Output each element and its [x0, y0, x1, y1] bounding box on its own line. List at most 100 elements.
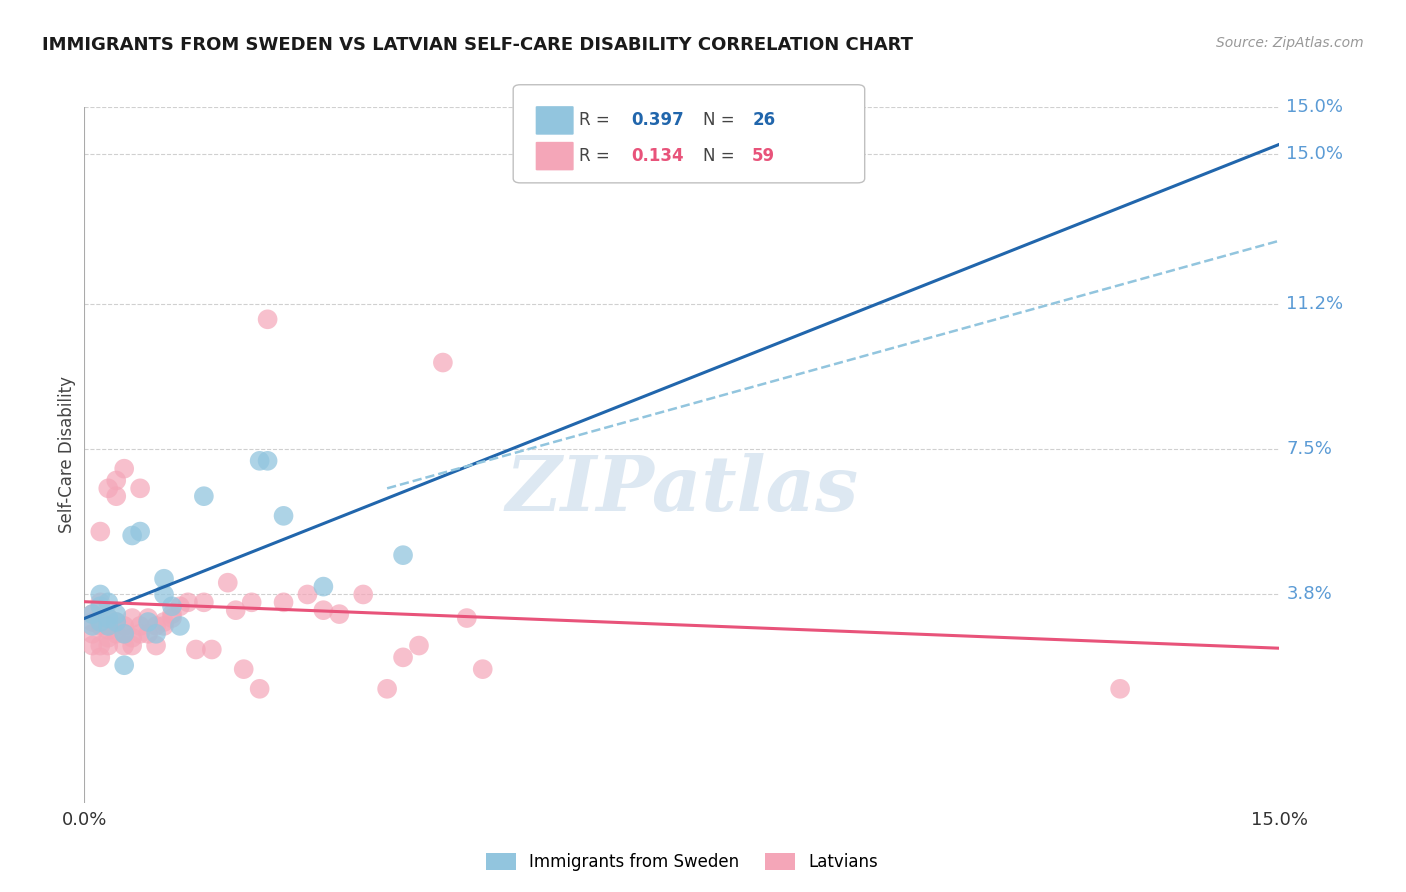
Point [160, 599, 183, 614]
Text: 7.5%: 7.5% [1286, 440, 1333, 458]
Point [177, 595, 200, 609]
Point [97, 619, 120, 633]
Point [392, 650, 415, 665]
Point [89, 595, 111, 609]
Point [153, 619, 176, 633]
Point [153, 572, 176, 586]
Point [153, 615, 176, 629]
Point [112, 658, 135, 673]
Point [145, 639, 167, 653]
Point [328, 607, 350, 621]
Point [256, 312, 278, 326]
Point [89, 587, 111, 601]
Point [169, 599, 191, 614]
Point [456, 611, 478, 625]
Point [201, 642, 224, 657]
Point [112, 461, 135, 475]
Point [145, 619, 167, 633]
Point [217, 575, 239, 590]
Point [89, 639, 111, 653]
Point [112, 639, 135, 653]
Point [375, 681, 398, 696]
Point [136, 611, 159, 625]
Point [97, 631, 120, 645]
Point [97, 611, 120, 625]
Point [89, 524, 111, 539]
Text: Source: ZipAtlas.com: Source: ZipAtlas.com [1216, 36, 1364, 50]
Point [89, 599, 111, 614]
Point [225, 603, 247, 617]
Point [249, 681, 271, 696]
Point [82, 615, 104, 629]
Point [273, 508, 295, 523]
Text: 0.397: 0.397 [631, 112, 685, 129]
Point [89, 619, 111, 633]
Point [1109, 681, 1132, 696]
Point [136, 627, 159, 641]
Point [169, 619, 191, 633]
Y-axis label: Self-Care Disability: Self-Care Disability [58, 376, 76, 533]
Point [193, 595, 215, 609]
Point [105, 607, 128, 621]
Point [112, 619, 135, 633]
Point [121, 611, 143, 625]
Point [232, 662, 254, 676]
Text: 0.134: 0.134 [631, 147, 683, 165]
Point [121, 528, 143, 542]
Point [105, 615, 128, 629]
Point [160, 607, 183, 621]
Point [129, 619, 152, 633]
Point [432, 355, 454, 369]
Point [193, 489, 215, 503]
Point [184, 642, 207, 657]
Text: 26: 26 [752, 112, 775, 129]
Point [136, 615, 159, 629]
Point [408, 639, 430, 653]
Point [112, 627, 135, 641]
Point [312, 603, 335, 617]
Point [82, 627, 104, 641]
Text: N =: N = [703, 112, 740, 129]
Point [105, 489, 128, 503]
Text: 3.8%: 3.8% [1286, 585, 1333, 604]
Point [392, 548, 415, 562]
Point [97, 481, 120, 495]
Point [89, 615, 111, 629]
Text: 15.0%: 15.0% [1286, 145, 1344, 163]
Text: ZIPatlas: ZIPatlas [505, 453, 859, 526]
Text: 59: 59 [752, 147, 775, 165]
Point [89, 650, 111, 665]
Point [105, 474, 128, 488]
Point [129, 524, 152, 539]
Point [97, 611, 120, 625]
Point [105, 627, 128, 641]
Point [312, 580, 335, 594]
Text: N =: N = [703, 147, 740, 165]
Point [145, 627, 167, 641]
Point [97, 595, 120, 609]
Point [97, 639, 120, 653]
Point [297, 587, 319, 601]
Point [112, 627, 135, 641]
Point [82, 639, 104, 653]
Point [129, 481, 152, 495]
Text: R =: R = [579, 147, 616, 165]
Point [256, 454, 278, 468]
Point [82, 607, 104, 621]
Point [249, 454, 271, 468]
Point [471, 662, 494, 676]
Point [121, 631, 143, 645]
Text: IMMIGRANTS FROM SWEDEN VS LATVIAN SELF-CARE DISABILITY CORRELATION CHART: IMMIGRANTS FROM SWEDEN VS LATVIAN SELF-C… [42, 36, 912, 54]
Point [121, 639, 143, 653]
Point [82, 619, 104, 633]
Legend: Immigrants from Sweden, Latvians: Immigrants from Sweden, Latvians [479, 847, 884, 878]
Point [153, 587, 176, 601]
Point [273, 595, 295, 609]
Text: 15.0%: 15.0% [1286, 98, 1344, 116]
Point [129, 627, 152, 641]
Point [240, 595, 263, 609]
Text: R =: R = [579, 112, 616, 129]
Point [352, 587, 374, 601]
Point [97, 623, 120, 637]
Text: 11.2%: 11.2% [1286, 294, 1344, 312]
